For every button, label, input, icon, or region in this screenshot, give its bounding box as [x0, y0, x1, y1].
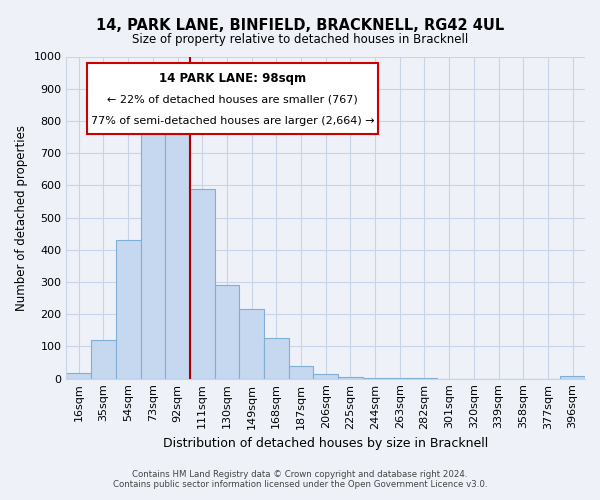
Text: Size of property relative to detached houses in Bracknell: Size of property relative to detached ho… — [132, 32, 468, 46]
X-axis label: Distribution of detached houses by size in Bracknell: Distribution of detached houses by size … — [163, 437, 488, 450]
Bar — [190, 188, 215, 378]
Bar — [338, 377, 363, 378]
Bar — [264, 338, 289, 378]
Bar — [215, 285, 239, 378]
Bar — [91, 340, 116, 378]
Bar — [289, 366, 313, 378]
Bar — [239, 310, 264, 378]
Y-axis label: Number of detached properties: Number of detached properties — [15, 124, 28, 310]
Bar — [67, 373, 91, 378]
Text: Contains HM Land Registry data © Crown copyright and database right 2024.
Contai: Contains HM Land Registry data © Crown c… — [113, 470, 487, 489]
Bar — [313, 374, 338, 378]
Text: 14, PARK LANE, BINFIELD, BRACKNELL, RG42 4UL: 14, PARK LANE, BINFIELD, BRACKNELL, RG42… — [96, 18, 504, 32]
Bar — [165, 120, 190, 378]
Bar — [140, 122, 165, 378]
Text: 14 PARK LANE: 98sqm: 14 PARK LANE: 98sqm — [159, 72, 306, 85]
Bar — [116, 240, 140, 378]
Text: ← 22% of detached houses are smaller (767): ← 22% of detached houses are smaller (76… — [107, 95, 358, 105]
Text: 77% of semi-detached houses are larger (2,664) →: 77% of semi-detached houses are larger (… — [91, 116, 374, 126]
Bar — [560, 376, 585, 378]
FancyBboxPatch shape — [87, 63, 377, 134]
